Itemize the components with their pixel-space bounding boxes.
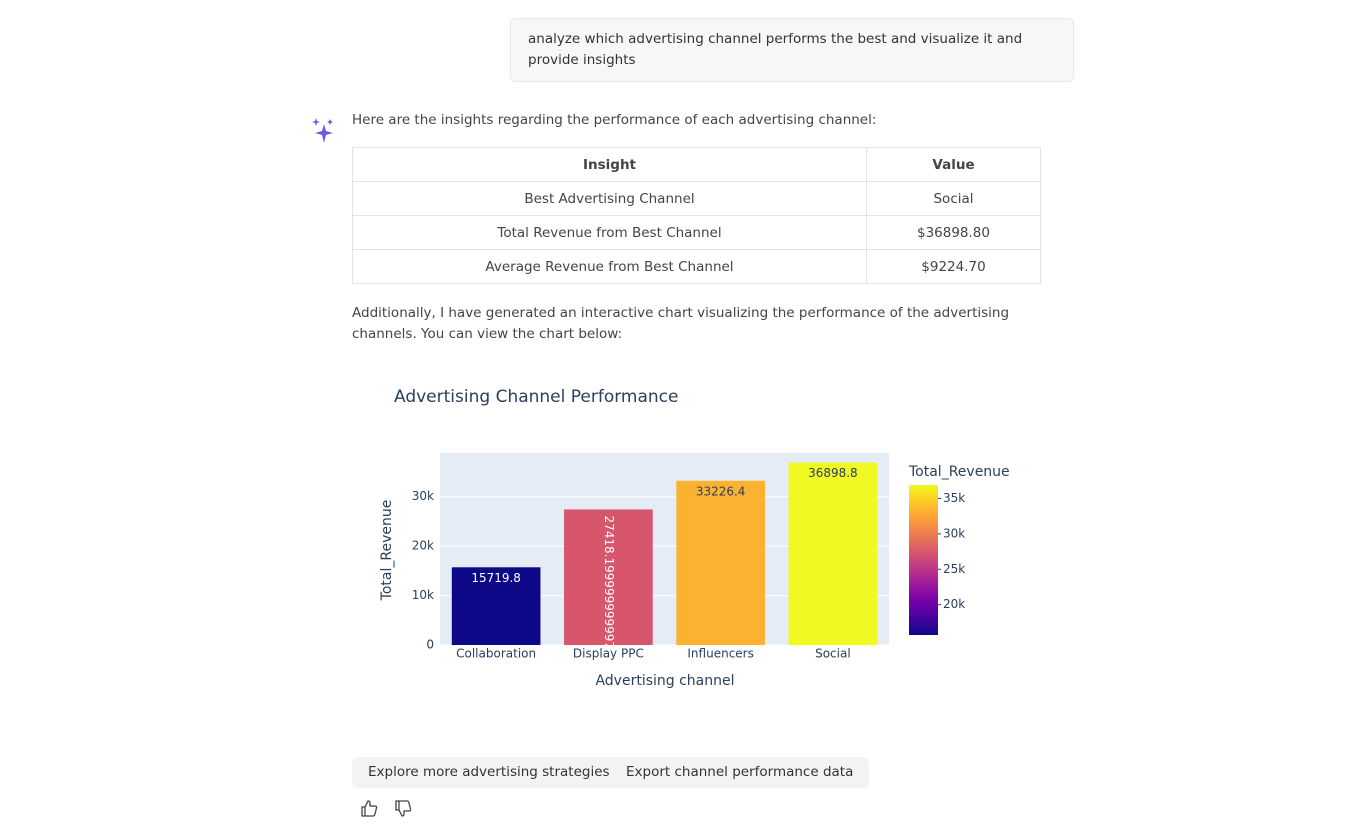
table-cell: Best Advertising Channel bbox=[352, 181, 867, 216]
colorbar-tick-label: 20k bbox=[943, 597, 965, 611]
x-tick-label: Collaboration bbox=[456, 647, 536, 661]
colorbar-tick-label: 30k bbox=[943, 526, 965, 540]
table-header: Value bbox=[866, 147, 1041, 182]
y-tick-label: 30k bbox=[412, 489, 434, 503]
x-tick-label: Influencers bbox=[687, 647, 753, 661]
colorbar bbox=[909, 485, 938, 635]
table-cell: $9224.70 bbox=[866, 249, 1041, 284]
paragraph: Additionally, I have generated an intera… bbox=[352, 305, 1010, 342]
data-label: 36898.8 bbox=[808, 466, 858, 480]
data-label: 15719.8 bbox=[471, 571, 521, 585]
y-tick-label: 20k bbox=[412, 539, 434, 553]
data-label: 33226.4 bbox=[696, 484, 746, 498]
intro-text: Here are the insights regarding the perf… bbox=[352, 112, 877, 128]
bar bbox=[564, 509, 653, 645]
x-tick-label: Display PPC bbox=[573, 647, 644, 661]
chart-title: Advertising Channel Performance bbox=[394, 387, 679, 407]
table-cell: Social bbox=[866, 181, 1041, 216]
y-tick-label: 10k bbox=[412, 588, 434, 602]
assistant-icon bbox=[312, 118, 333, 143]
feedback-icons bbox=[361, 800, 412, 817]
x-tick-label: Social bbox=[815, 647, 851, 661]
table-cell: Total Revenue from Best Channel bbox=[352, 215, 867, 250]
colorbar-tick-label: 25k bbox=[943, 562, 965, 576]
thumbs-up[interactable] bbox=[361, 800, 378, 817]
x-axis-title: Advertising channel bbox=[595, 673, 734, 689]
table-header: Insight bbox=[352, 147, 867, 182]
insights-table: Insight Value Best Advertising Channel Soc… bbox=[352, 147, 1041, 284]
data-label: 27418.199999999997 bbox=[602, 515, 616, 649]
suggestion-button[interactable]: Export channel performance data bbox=[610, 757, 870, 788]
user-message: analyze which advertising channel perfor… bbox=[510, 18, 1074, 82]
bar bbox=[676, 480, 765, 645]
bar bbox=[451, 567, 541, 645]
y-tick-label: 0 bbox=[426, 638, 434, 652]
y-axis-title: Total_Revenue bbox=[379, 500, 395, 602]
colorbar-title: Total_Revenue bbox=[908, 464, 1010, 480]
chart: Advertising Channel Performance Advertis… bbox=[379, 387, 1010, 689]
table-cell: $36898.80 bbox=[866, 215, 1041, 250]
suggestion-button[interactable]: Explore more advertising strategies bbox=[352, 757, 626, 788]
thumbs-down[interactable] bbox=[395, 800, 412, 817]
colorbar-tick-label: 35k bbox=[943, 491, 965, 505]
table-cell: Average Revenue from Best Channel bbox=[352, 249, 867, 284]
bar bbox=[788, 462, 878, 645]
